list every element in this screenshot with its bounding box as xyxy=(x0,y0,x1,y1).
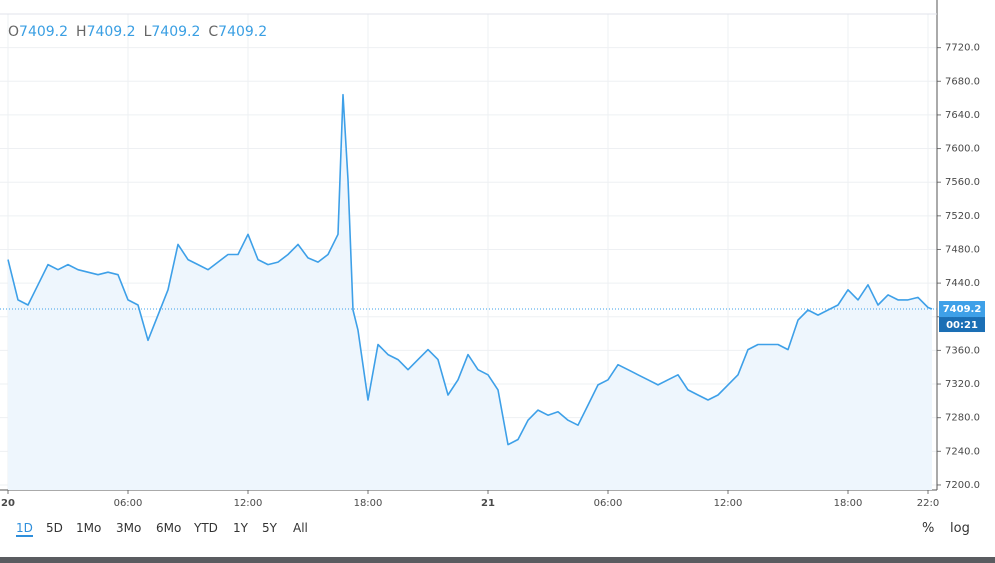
x-tick-label: 12:00 xyxy=(714,498,743,509)
range-button[interactable]: 6Mo xyxy=(156,521,182,535)
x-tick-label: 12:00 xyxy=(234,498,263,509)
y-tick-label: 7640.0 xyxy=(945,110,980,121)
range-button[interactable]: All xyxy=(293,521,308,535)
range-button[interactable]: 1D xyxy=(16,521,33,537)
x-tick-label: 22:0 xyxy=(917,498,939,509)
ohlc-value: 7409.2 xyxy=(86,24,136,40)
y-tick-label: 7240.0 xyxy=(945,446,980,457)
y-tick-label: 7520.0 xyxy=(945,211,980,222)
x-tick-label: 20 xyxy=(1,498,15,509)
range-button[interactable]: 3Mo xyxy=(116,521,142,535)
ohlc-value: 7409.2 xyxy=(218,24,268,40)
range-button[interactable]: YTD xyxy=(194,521,218,535)
y-tick-label: 7280.0 xyxy=(945,413,980,424)
y-tick-label: 7560.0 xyxy=(945,177,980,188)
scale-option[interactable]: % xyxy=(922,521,935,536)
bottom-strip xyxy=(0,557,995,563)
ohlc-key: O xyxy=(8,24,20,40)
range-button[interactable]: 5D xyxy=(46,521,63,535)
countdown-label: 00:21 xyxy=(946,320,978,331)
y-tick-label: 7680.0 xyxy=(945,76,980,87)
countdown-tag xyxy=(939,317,985,333)
ohlc-value: 7409.2 xyxy=(151,24,201,40)
range-button[interactable]: 5Y xyxy=(262,521,277,535)
y-tick-label: 7440.0 xyxy=(945,278,980,289)
ohlc-key: H xyxy=(76,24,87,40)
toolbar: 1D 5D 1Mo 3Mo 6Mo YTD 1Y 5Y All% log xyxy=(0,515,995,545)
price-tag xyxy=(939,301,985,318)
y-tick-label: 7360.0 xyxy=(945,345,980,356)
range-button[interactable]: 1Y xyxy=(233,521,248,535)
area xyxy=(8,94,932,490)
y-tick-label: 7720.0 xyxy=(945,43,980,54)
x-tick-label: 06:00 xyxy=(114,498,143,509)
range-button[interactable]: 1Mo xyxy=(76,521,102,535)
y-tick-label: 7320.0 xyxy=(945,379,980,390)
chart: 7200.07240.07280.07320.07360.07400.07440… xyxy=(0,0,985,509)
x-tick-label: 18:00 xyxy=(834,498,863,509)
scale-option[interactable]: log xyxy=(950,521,970,536)
ohlc-key: C xyxy=(208,24,219,40)
y-tick-label: 7600.0 xyxy=(945,144,980,155)
x-tick-label: 21 xyxy=(481,498,495,509)
y-tick-label: 7200.0 xyxy=(945,480,980,491)
ohlc-value: 7409.2 xyxy=(19,24,69,40)
x-tick-label: 06:00 xyxy=(594,498,623,509)
y-tick-label: 7480.0 xyxy=(945,244,980,255)
price-line xyxy=(7,93,933,446)
price-tag-label: 7409.2 xyxy=(943,304,982,315)
ohlc-legend: O7409.2 H7409.2 L7409.2 C7409.2 xyxy=(8,24,275,40)
ohlc-key: L xyxy=(143,24,152,40)
x-tick-label: 18:00 xyxy=(354,498,383,509)
